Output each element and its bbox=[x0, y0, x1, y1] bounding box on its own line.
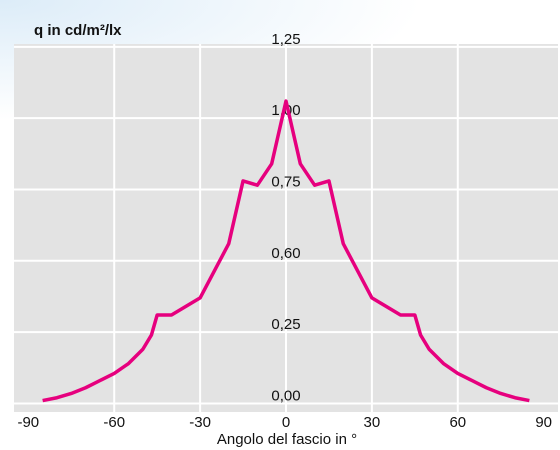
x-axis-title: Angolo del fascio in ° bbox=[217, 431, 357, 448]
y-tick-label: 0,25 bbox=[271, 316, 300, 333]
y-tick-label: 0,75 bbox=[271, 173, 300, 190]
y-tick-label: 0,60 bbox=[271, 245, 300, 262]
y-tick-label: 1,25 bbox=[271, 31, 300, 48]
y-tick-label: 0,00 bbox=[271, 387, 300, 404]
x-tick-label: -30 bbox=[189, 414, 211, 431]
data-line bbox=[42, 99, 530, 403]
y-tick-label: 1,00 bbox=[271, 102, 300, 119]
x-tick-label: 90 bbox=[535, 414, 552, 431]
x-tick-label: -90 bbox=[17, 414, 39, 431]
x-tick-label: 0 bbox=[282, 414, 290, 431]
y-axis-title: q in cd/m²/lx bbox=[34, 22, 122, 39]
x-tick-label: 60 bbox=[449, 414, 466, 431]
x-tick-label: 30 bbox=[364, 414, 381, 431]
x-tick-label: -60 bbox=[103, 414, 125, 431]
